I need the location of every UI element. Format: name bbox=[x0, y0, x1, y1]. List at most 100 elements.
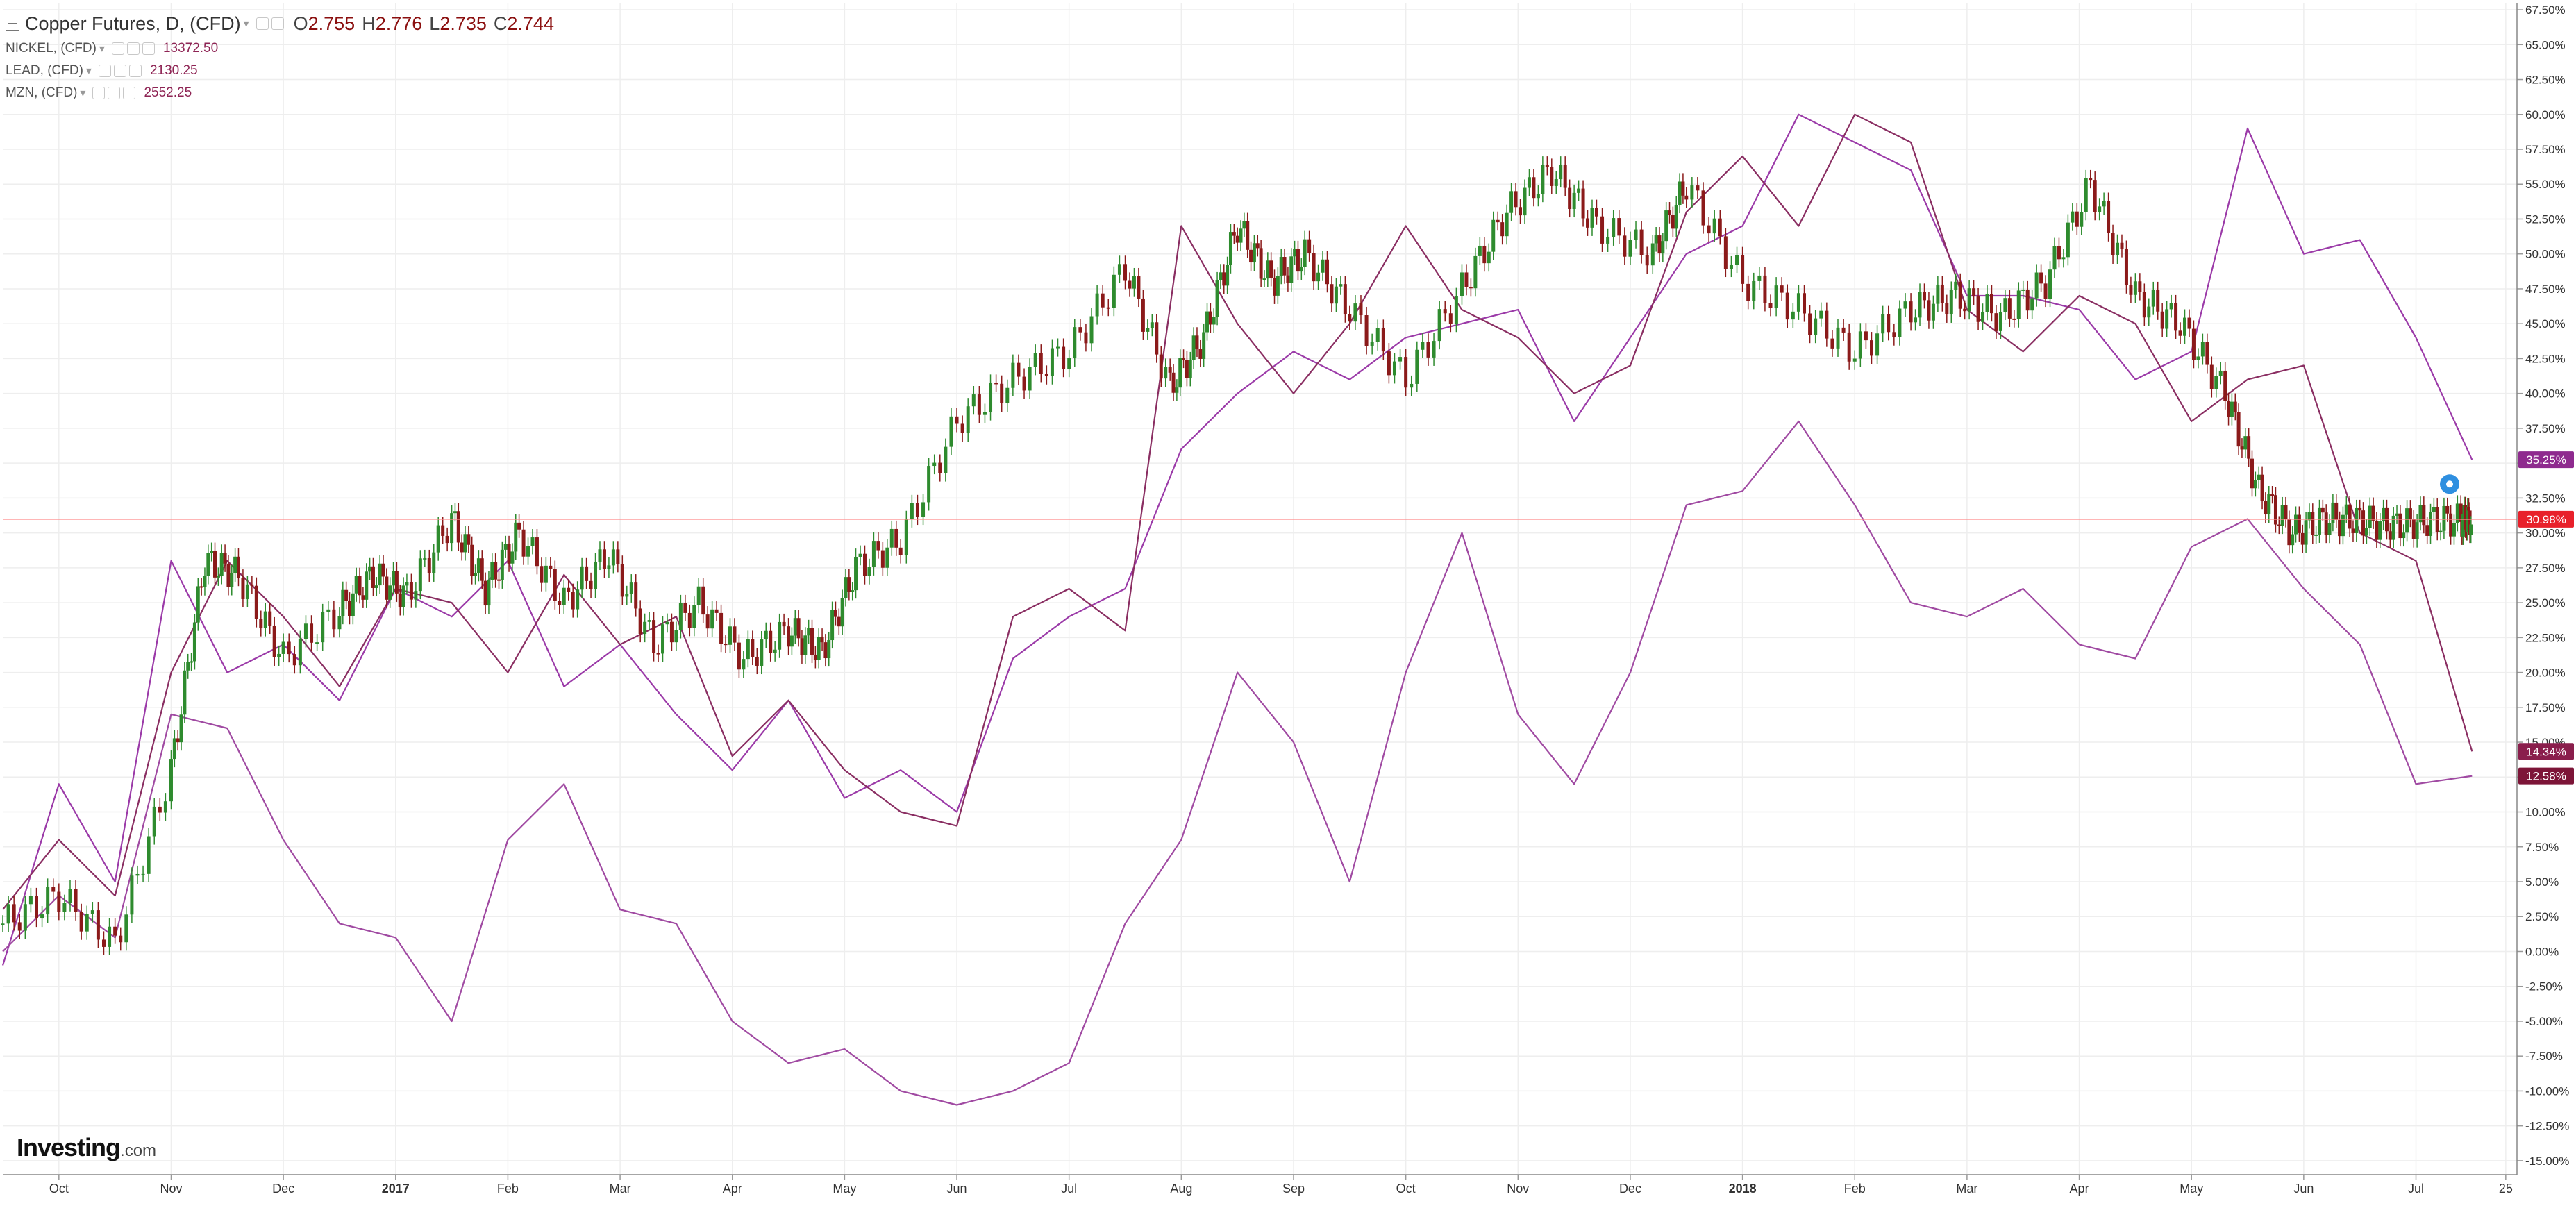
settings-icon[interactable] bbox=[108, 87, 121, 99]
settings-icon[interactable] bbox=[113, 65, 126, 77]
candle-body bbox=[1972, 288, 1976, 297]
candle-body bbox=[1286, 275, 1290, 283]
candle-body bbox=[2142, 292, 2146, 318]
close-icon[interactable] bbox=[142, 42, 155, 55]
candle-body bbox=[2294, 514, 2298, 535]
candle-body bbox=[994, 383, 998, 385]
candle-body bbox=[1078, 327, 1082, 333]
candle-body bbox=[1945, 303, 1949, 314]
candle-body bbox=[1780, 285, 1784, 293]
overlay-name[interactable]: MZN, (CFD) bbox=[6, 85, 78, 100]
candle-body bbox=[1155, 322, 1159, 355]
candle-body bbox=[418, 558, 422, 592]
candle-body bbox=[989, 383, 993, 412]
candle-body bbox=[453, 511, 457, 514]
candle-body bbox=[206, 553, 210, 576]
overlay-name[interactable]: LEAD, (CFD) bbox=[6, 63, 83, 78]
candle-body bbox=[1307, 239, 1312, 253]
candle-body bbox=[213, 551, 217, 578]
candle-body bbox=[414, 591, 418, 600]
candle-body bbox=[2247, 436, 2251, 459]
candle-body bbox=[2043, 283, 2048, 299]
candle-body bbox=[1654, 235, 1658, 244]
candle-body bbox=[1404, 357, 1408, 388]
candle-body bbox=[2375, 520, 2379, 540]
candle-body bbox=[337, 616, 342, 630]
candle-body bbox=[474, 573, 478, 576]
candle-body bbox=[183, 670, 187, 715]
candle-body bbox=[385, 576, 389, 600]
candle-body bbox=[2034, 272, 2039, 299]
candle-body bbox=[1967, 288, 1971, 312]
candle-body bbox=[1415, 349, 1419, 384]
candle-body bbox=[1981, 312, 1985, 322]
candle-body bbox=[1757, 275, 1762, 281]
close-value: 2.744 bbox=[507, 12, 554, 34]
candle-body bbox=[567, 587, 571, 592]
candle-body bbox=[1963, 308, 1967, 312]
visibility-icon[interactable] bbox=[111, 42, 124, 55]
candle-body bbox=[263, 611, 267, 628]
candle-body bbox=[1387, 351, 1391, 376]
candle-body bbox=[2273, 495, 2277, 525]
candle-body bbox=[1353, 303, 1357, 322]
candle-body bbox=[2445, 505, 2450, 514]
candle-body bbox=[2280, 505, 2284, 526]
candle-body bbox=[827, 640, 831, 659]
candle-body bbox=[460, 542, 464, 553]
candle-body bbox=[535, 537, 539, 567]
chevron-down-icon[interactable]: ▾ bbox=[85, 65, 92, 77]
candle-body bbox=[1527, 177, 1531, 188]
candle-body bbox=[1219, 272, 1223, 280]
close-icon[interactable] bbox=[123, 87, 136, 99]
candle-body bbox=[2469, 524, 2473, 535]
candle-body bbox=[1454, 296, 1458, 324]
candle-body bbox=[467, 534, 471, 545]
candle-body bbox=[1612, 218, 1616, 237]
candle-body bbox=[1033, 353, 1037, 367]
collapse-legend-icon[interactable] bbox=[6, 17, 19, 31]
candle-body bbox=[219, 553, 224, 576]
y-tick-label: 10.00% bbox=[2525, 806, 2566, 819]
candle-body bbox=[298, 639, 302, 666]
chevron-down-icon[interactable]: ▾ bbox=[243, 18, 249, 30]
visibility-icon[interactable] bbox=[98, 65, 111, 77]
candle-body bbox=[46, 887, 50, 915]
chevron-down-icon[interactable]: ▾ bbox=[80, 87, 86, 99]
candle-body bbox=[746, 639, 750, 660]
x-tick-label: Oct bbox=[49, 1182, 69, 1196]
candle-body bbox=[611, 549, 615, 566]
candle-body bbox=[1940, 284, 1944, 303]
close-label: C bbox=[493, 12, 508, 34]
candle-body bbox=[2364, 528, 2368, 536]
chevron-down-icon[interactable]: ▾ bbox=[99, 43, 105, 55]
candle-body bbox=[1132, 276, 1136, 289]
candle-body bbox=[2205, 342, 2209, 365]
y-tick-label: 2.50% bbox=[2525, 910, 2559, 923]
candle-body bbox=[915, 503, 919, 517]
overlay-value: 2552.25 bbox=[144, 85, 192, 100]
candle-body bbox=[1678, 181, 1682, 205]
high-label: H bbox=[362, 12, 376, 34]
candle-body bbox=[1359, 303, 1363, 316]
candle-body bbox=[1273, 278, 1277, 296]
candle-body bbox=[1712, 218, 1716, 234]
settings-icon[interactable] bbox=[271, 17, 284, 30]
symbol-title[interactable]: Copper Futures, D, (CFD) bbox=[25, 12, 241, 34]
visibility-icon[interactable] bbox=[256, 17, 269, 30]
candle-body bbox=[2348, 504, 2352, 529]
candle-body bbox=[2468, 510, 2472, 535]
candle-body bbox=[2071, 211, 2075, 223]
settings-icon[interactable] bbox=[126, 42, 140, 55]
candle-body bbox=[358, 576, 362, 596]
candle-body bbox=[1541, 165, 1545, 194]
candle-body bbox=[2418, 505, 2423, 523]
overlay-name[interactable]: NICKEL, (CFD) bbox=[6, 41, 97, 56]
candle-body bbox=[1696, 185, 1700, 191]
candle-body bbox=[2361, 510, 2366, 536]
visibility-icon[interactable] bbox=[92, 87, 106, 99]
candle-body bbox=[1437, 309, 1441, 342]
close-icon[interactable] bbox=[128, 65, 142, 77]
